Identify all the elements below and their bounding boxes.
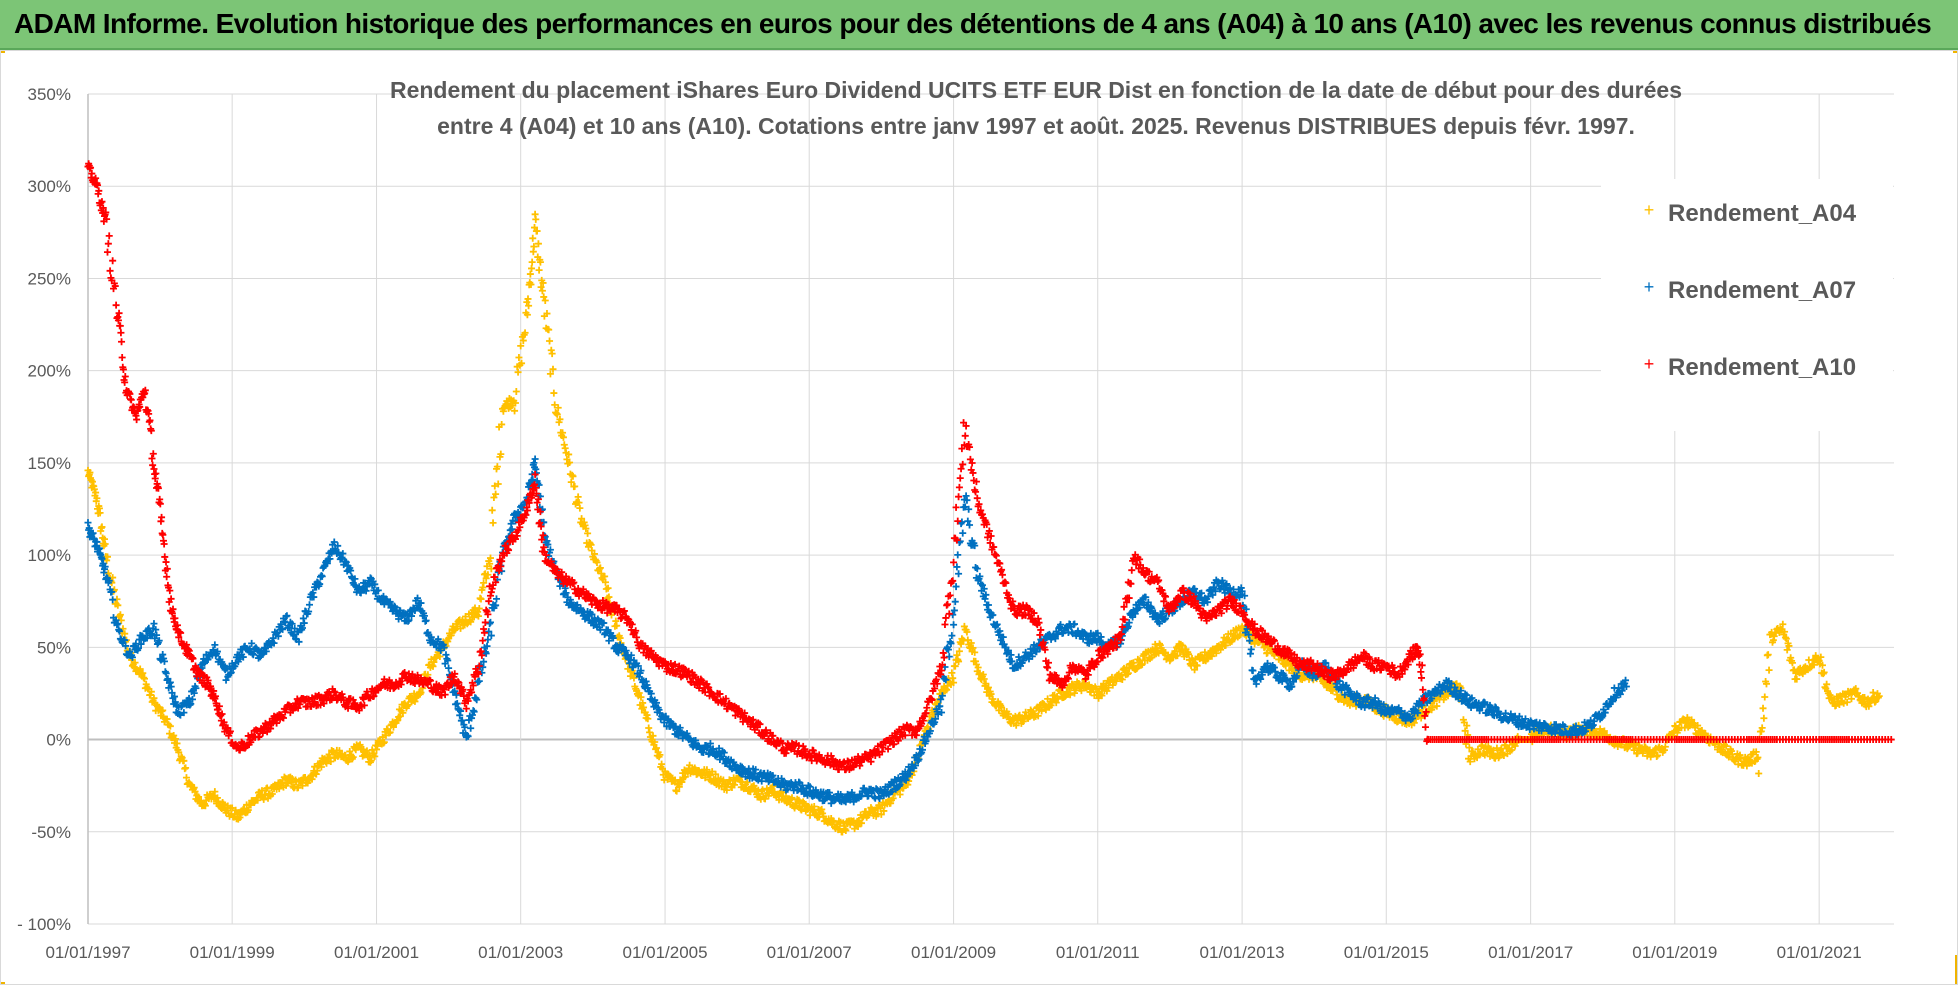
data-point — [146, 417, 153, 424]
data-point — [1755, 770, 1762, 777]
data-point — [952, 598, 959, 605]
data-point — [954, 551, 961, 558]
data-point — [479, 637, 486, 644]
data-point — [493, 595, 500, 602]
data-point — [950, 621, 957, 628]
data-point — [133, 416, 140, 423]
data-point — [98, 523, 105, 530]
chart-area: 350%300%250%200%150%100%50%0%-50%- 100% … — [0, 50, 1958, 985]
data-point — [948, 632, 955, 639]
data-point — [122, 373, 129, 380]
data-point — [481, 629, 488, 636]
data-point — [113, 302, 120, 309]
data-point — [482, 619, 489, 626]
data-point — [532, 216, 539, 223]
data-point — [104, 249, 111, 256]
data-point — [150, 450, 157, 457]
data-point — [489, 507, 496, 514]
banner-title: ADAM Informe. Evolution historique des p… — [14, 8, 1931, 40]
data-point — [163, 573, 170, 580]
data-point — [959, 530, 966, 537]
data-point — [529, 235, 536, 242]
data-point — [490, 519, 497, 526]
data-point — [150, 620, 157, 627]
data-point — [105, 240, 112, 247]
data-point — [161, 553, 168, 560]
data-point — [546, 337, 553, 344]
data-point — [117, 329, 124, 336]
data-point — [119, 354, 126, 361]
chart-svg: 350%300%250%200%150%100%50%0%-50%- 100% … — [1, 51, 1958, 986]
data-point — [107, 267, 114, 274]
data-point — [941, 621, 948, 628]
data-point — [527, 271, 534, 278]
data-point — [106, 232, 113, 239]
data-point — [1766, 667, 1773, 674]
data-point — [445, 665, 452, 672]
data-point — [540, 293, 547, 300]
data-point — [542, 297, 549, 304]
data-point — [478, 596, 485, 603]
data-point — [529, 259, 536, 266]
data-point — [513, 388, 520, 395]
data-point — [182, 764, 189, 771]
data-point — [158, 514, 165, 521]
data-point — [157, 500, 164, 507]
data-point — [148, 455, 155, 462]
data-point — [163, 559, 170, 566]
data-point — [467, 725, 474, 732]
data-point — [1765, 651, 1772, 658]
data-point — [1761, 694, 1768, 701]
data-point — [941, 654, 948, 661]
data-point — [571, 483, 578, 490]
data-point — [536, 267, 543, 274]
data-point — [1249, 667, 1256, 674]
data-point — [484, 636, 491, 643]
banner: ADAM Informe. Evolution historique des p… — [0, 0, 1958, 50]
data-point — [946, 653, 953, 660]
data-point — [109, 257, 116, 264]
data-point — [85, 519, 92, 526]
data-point — [955, 570, 962, 577]
data-point — [550, 390, 557, 397]
data-point — [128, 396, 135, 403]
data-point — [549, 350, 556, 357]
data-point — [528, 265, 535, 272]
data-point — [539, 287, 546, 294]
data-point — [118, 338, 125, 345]
data-point — [1760, 715, 1767, 722]
data-point — [1760, 705, 1767, 712]
data-point — [306, 601, 313, 608]
